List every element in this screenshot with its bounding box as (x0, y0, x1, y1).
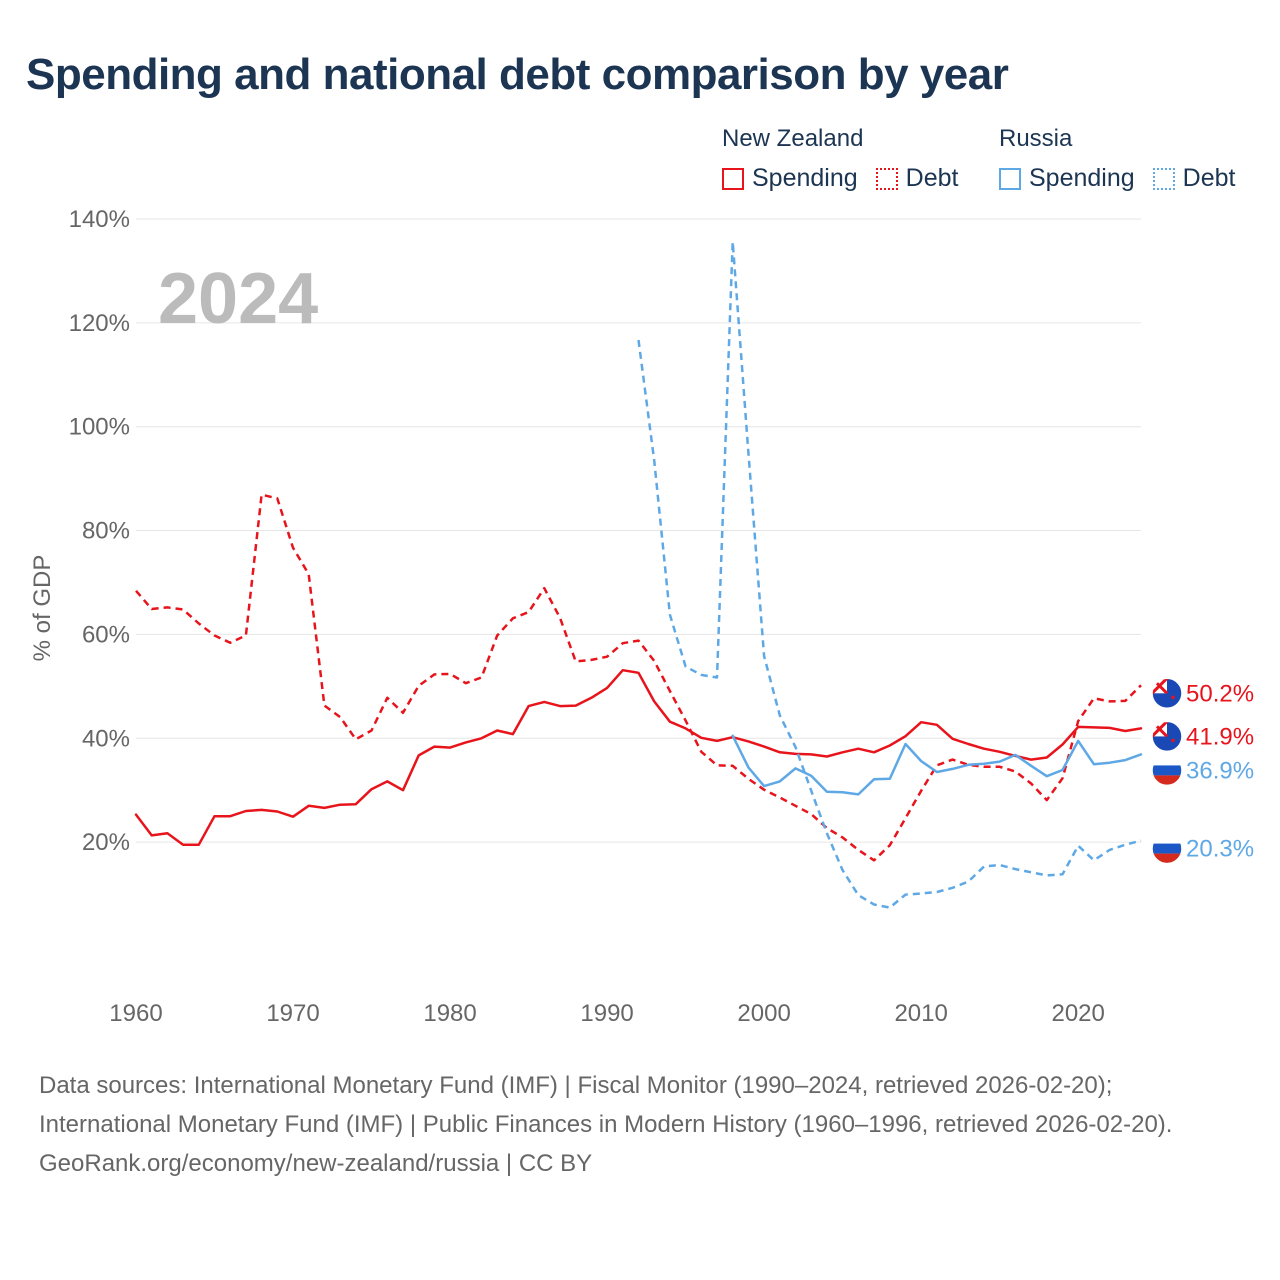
x-tick-label: 1970 (266, 1000, 319, 1027)
series-line-russia-spending[interactable] (731, 734, 1143, 796)
line-chart: 2024 20%40%60%80%100%120%140% 1960 1970 19… (29, 206, 1254, 1027)
legend-label: Debt (905, 164, 959, 192)
legend-label: Spending (1029, 164, 1135, 192)
legend-item-new-zealand-spending[interactable]: Spending (722, 164, 858, 193)
series-line-new-zealand-debt[interactable] (135, 493, 1142, 862)
y-axis-ticks: 20% 40% 60% 80% 100% 120% 140% (69, 206, 130, 856)
y-axis-label: % of GDP (29, 555, 56, 662)
legend-item-russia-debt[interactable]: Debt (1152, 164, 1236, 193)
endpoint-value-label: 41.9% (1186, 723, 1254, 750)
legend-new-zealand: New Zealand Spending Debt (722, 122, 958, 193)
x-tick-label: 2000 (737, 1000, 790, 1027)
gridlines (136, 218, 1141, 843)
series-line-new-zealand-spending[interactable] (134, 668, 1143, 846)
y-tick-label: 120% (69, 310, 130, 337)
endpoint-value-label: 36.9% (1186, 757, 1254, 784)
y-tick-label: 60% (82, 621, 130, 648)
dotted-swatch-icon (875, 167, 898, 190)
footer: Data sources: International Monetary Fun… (39, 1066, 1239, 1183)
data-sources-note: Data sources: International Monetary Fun… (39, 1072, 1173, 1138)
x-tick-label: 2010 (894, 1000, 947, 1027)
y-tick-label: 100% (69, 414, 130, 441)
legend-label: Spending (752, 164, 858, 192)
endpoint-value-label: 20.3% (1186, 836, 1254, 863)
series-lines (134, 240, 1143, 909)
attribution-link[interactable]: GeoRank.org/economy/new-zealand/russia |… (39, 1150, 593, 1177)
russia-flag-icon (1152, 833, 1182, 864)
solid-swatch-icon (999, 167, 1021, 190)
legend-item-new-zealand-debt[interactable]: Debt (875, 164, 959, 193)
solid-swatch-icon (722, 167, 744, 190)
x-tick-label: 1980 (423, 1000, 476, 1027)
legend-item-russia-spending[interactable]: Spending (999, 164, 1135, 193)
y-tick-label: 20% (82, 829, 130, 856)
year-watermark: 2024 (158, 259, 318, 339)
legend-country-russia: Russia (999, 125, 1073, 152)
x-axis-ticks: 1960 1970 1980 1990 2000 2010 2020 (109, 1000, 1105, 1027)
dotted-swatch-icon (1152, 167, 1175, 190)
x-tick-label: 2020 (1051, 1000, 1104, 1027)
russia-flag-icon (1152, 755, 1182, 786)
y-tick-label: 40% (82, 725, 130, 752)
x-tick-label: 1990 (580, 1000, 633, 1027)
legend-label: Debt (1182, 164, 1236, 192)
x-tick-label: 1960 (109, 1000, 162, 1027)
y-tick-label: 80% (82, 518, 130, 545)
y-tick-label: 140% (69, 206, 130, 233)
series-line-russia-debt[interactable] (637, 240, 1142, 909)
endpoint-value-label: 50.2% (1186, 680, 1254, 707)
endpoint-markers: 50.2% 41.9% 36.9% 20.3% (1151, 677, 1254, 865)
legend-russia: Russia Spending Debt (999, 122, 1235, 193)
chart-title: Spending and national debt comparison by… (26, 50, 1009, 99)
legend-country-new-zealand: New Zealand (722, 125, 864, 152)
